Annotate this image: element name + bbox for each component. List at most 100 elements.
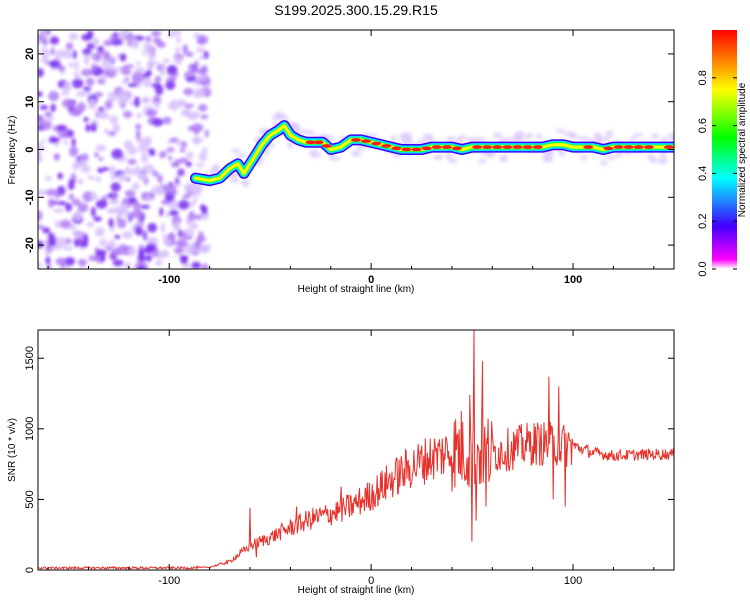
noise-blob <box>57 65 66 72</box>
snr-y-ticks: 0 500 1000 1500 <box>24 346 674 573</box>
ridge-halo-blob <box>649 156 658 164</box>
noise-blob <box>116 216 121 221</box>
y-tick-label: 0 <box>24 567 36 573</box>
noise-blob <box>145 254 153 262</box>
noise-blob <box>108 131 116 137</box>
colorbar-tick-label: 0.8 <box>697 70 709 85</box>
ridge-halo-blob <box>274 111 285 119</box>
noise-blob <box>199 244 209 254</box>
y-tick-label: 20 <box>24 48 36 60</box>
noise-blob <box>182 44 189 55</box>
noise-blob <box>63 139 69 146</box>
noise-blob <box>124 261 132 269</box>
y-tick-label: 0 <box>24 146 36 152</box>
snr-y-label: SNR (10 * v/v) <box>7 418 18 482</box>
noise-blob <box>39 104 49 110</box>
ridge-peak <box>472 145 483 149</box>
noise-blob <box>125 176 131 182</box>
noise-blob <box>167 103 176 109</box>
noise-blob <box>93 216 102 222</box>
spectrogram-y-ticks: 20 10 0 -10 -20 <box>24 48 674 253</box>
noise-blob <box>189 111 201 119</box>
noise-blob <box>68 193 75 201</box>
ridge-peak <box>381 144 392 148</box>
noise-blob <box>95 199 108 209</box>
noise-blob <box>197 80 209 86</box>
noise-blob <box>174 159 181 166</box>
noise-blob <box>150 30 162 37</box>
noise-blob <box>77 102 86 113</box>
y-tick-label: -20 <box>24 237 36 253</box>
noise-blob <box>49 59 61 69</box>
noise-blob <box>194 214 203 220</box>
ridge-halo-blob <box>478 158 487 164</box>
noise-blob <box>86 221 95 228</box>
noise-blob <box>96 45 105 53</box>
noise-blob <box>132 182 140 191</box>
noise-blob <box>91 190 96 200</box>
x-tick-label: 100 <box>564 274 582 286</box>
noise-blob <box>148 151 156 157</box>
ridge-halo-blob <box>422 133 434 139</box>
ridge-halo-blob <box>230 177 240 184</box>
noise-blob <box>65 42 74 50</box>
noise-blob <box>49 36 60 45</box>
noise-blob <box>159 181 164 193</box>
x-tick-label: 0 <box>368 274 374 286</box>
noise-blob <box>134 165 141 173</box>
noise-blob <box>165 212 171 218</box>
noise-blob <box>192 198 199 203</box>
noise-blob <box>77 258 88 267</box>
ridge-peak <box>512 145 523 149</box>
ridge-halo-blob <box>650 133 660 140</box>
noise-blob <box>59 219 72 229</box>
noise-blob <box>38 240 44 249</box>
noise-blob <box>160 223 166 233</box>
noise-blob <box>41 30 48 38</box>
noise-blob <box>160 249 170 258</box>
noise-blob <box>107 208 115 214</box>
ridge-halo-blob <box>446 135 456 142</box>
noise-blob <box>118 89 130 101</box>
noise-blob <box>71 137 76 147</box>
noise-blob <box>165 80 176 90</box>
noise-blob <box>71 198 81 206</box>
noise-blob <box>119 53 127 62</box>
ridge-peak <box>492 145 503 149</box>
noise-blob <box>137 254 146 263</box>
noise-blob <box>174 247 184 255</box>
noise-blob <box>90 206 97 217</box>
noise-blob <box>102 50 108 61</box>
ridge-halo-blob <box>563 131 575 138</box>
noise-blob <box>133 200 141 212</box>
noise-blob <box>85 77 95 86</box>
noise-blob <box>183 227 194 238</box>
noise-blob <box>109 115 119 124</box>
noise-blob <box>42 227 51 234</box>
ridge-halo-blob <box>606 154 617 161</box>
noise-blob <box>193 87 206 97</box>
noise-blob <box>102 71 107 81</box>
noise-blob <box>77 202 89 213</box>
noise-blob <box>117 66 122 73</box>
noise-blob <box>142 163 155 174</box>
ridge-peak <box>532 145 543 149</box>
noise-blob <box>55 257 68 266</box>
snr-panel: -100 0 100 0 500 1000 1500 Height of straight… <box>7 329 675 596</box>
ridge-peak <box>421 146 432 151</box>
noise-blob <box>95 144 107 152</box>
noise-blob <box>174 220 180 231</box>
noise-blob <box>178 157 188 164</box>
noise-blob <box>167 32 175 39</box>
ridge-peak <box>441 145 452 149</box>
ridge-halo-blob <box>605 130 614 138</box>
noise-blob <box>112 259 124 267</box>
noise-blob <box>91 63 97 73</box>
noise-blob <box>135 123 142 130</box>
noise-blob <box>69 32 79 41</box>
noise-blob <box>175 36 182 44</box>
ridge-halo-blob <box>290 122 301 131</box>
noise-blob <box>179 147 186 153</box>
noise-blob <box>61 98 74 108</box>
noise-blob <box>140 152 149 163</box>
